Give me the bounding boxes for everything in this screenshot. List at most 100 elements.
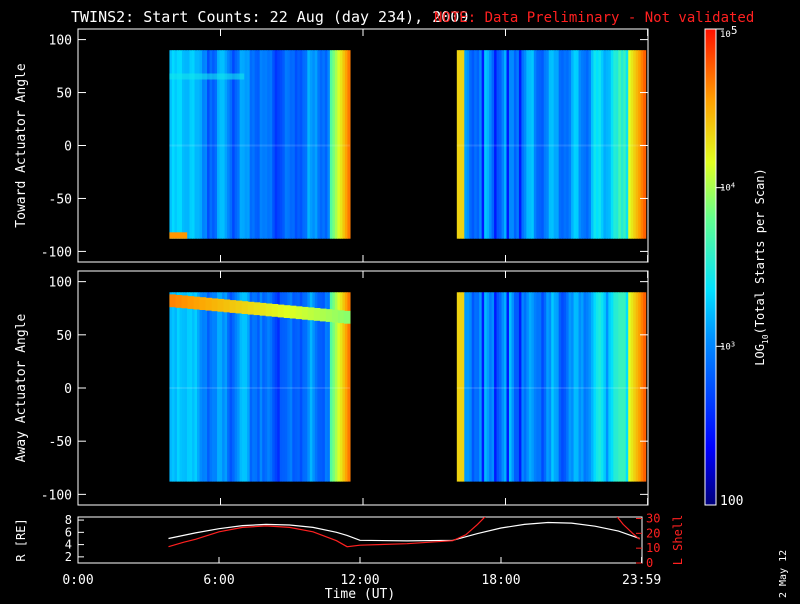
heatmap-cell <box>586 50 590 239</box>
l-shell-tick-label: 0 <box>646 556 653 570</box>
heatmap-cell <box>531 292 535 482</box>
r-tick-label: 6 <box>65 525 72 539</box>
heatmap-cell <box>259 50 263 239</box>
heatmap-zero-line <box>169 387 350 389</box>
heatmap-cell <box>464 50 468 239</box>
heatmap-band <box>313 308 321 321</box>
heatmap-band <box>307 307 315 321</box>
heatmap-cell <box>620 50 624 239</box>
heatmap-cell <box>516 50 520 239</box>
heatmap-cell <box>469 50 473 239</box>
heatmap-cell <box>347 50 351 239</box>
heatmap-band <box>247 301 255 315</box>
heatmap-cell <box>608 292 612 482</box>
heatmap-cell <box>513 292 518 482</box>
heatmap-cell <box>573 292 577 482</box>
heatmap-cell <box>471 292 475 482</box>
heatmap-cell <box>264 50 268 239</box>
heatmap-cell <box>342 50 346 239</box>
heatmap-band <box>325 309 333 322</box>
y-tick-label: 50 <box>56 329 72 344</box>
heatmap-cell <box>209 292 213 482</box>
heatmap-cell <box>234 292 238 482</box>
heatmap-cell <box>586 292 590 482</box>
heatmap-cell <box>561 292 565 482</box>
heatmap-cell <box>339 292 344 482</box>
heatmap-cell <box>489 292 493 482</box>
heatmap-cell <box>521 50 525 239</box>
heatmap-cell <box>563 50 567 239</box>
heatmap-cell <box>541 50 545 239</box>
heatmap-cell <box>217 292 221 482</box>
heatmap-cell <box>633 292 637 482</box>
r-tick-label: 8 <box>65 513 72 527</box>
y-tick-label: 0 <box>64 382 72 397</box>
colorbar-tick-label: 104 <box>720 182 735 194</box>
heatmap-cell <box>633 50 637 239</box>
heatmap-cell <box>252 50 256 239</box>
heatmap-cell <box>244 50 248 239</box>
heatmap-band <box>271 304 279 317</box>
l-shell-tick-label: 20 <box>646 526 660 540</box>
heatmap-cell <box>578 50 582 239</box>
heatmap-band <box>211 298 219 312</box>
heatmap-cell <box>179 292 183 482</box>
heatmap-cell <box>322 292 326 482</box>
heatmap-cell <box>541 292 545 482</box>
heatmap-cell <box>481 50 485 239</box>
heatmap-cell <box>608 50 612 239</box>
heatmap-cell <box>257 50 261 239</box>
heatmap-cell <box>491 50 495 239</box>
heatmap-cell <box>204 50 208 239</box>
heatmap-cell <box>332 50 336 239</box>
heatmap-band <box>277 304 285 318</box>
heatmap-cell <box>563 292 567 482</box>
heatmap-cell <box>307 292 311 482</box>
heatmap-cell <box>181 292 186 482</box>
heatmap-cell <box>479 292 483 482</box>
heatmap-band <box>295 306 303 320</box>
heatmap-cell <box>536 50 540 239</box>
heatmap-band <box>265 303 273 317</box>
heatmap-cell <box>513 50 518 239</box>
heatmap-cell <box>583 292 587 482</box>
heatmap-cell <box>232 50 236 239</box>
heatmap-cell <box>219 292 223 482</box>
heatmap-cell <box>184 292 188 482</box>
r-tick-label: 4 <box>65 538 72 552</box>
heatmap-cell <box>282 292 286 482</box>
heatmap-cell <box>516 292 520 482</box>
x-tick-label: 0:00 <box>62 573 93 588</box>
heatmap-cell <box>635 50 639 239</box>
heatmap-band <box>199 297 207 310</box>
heatmap-cell <box>486 50 490 239</box>
heatmap-cell <box>334 292 339 482</box>
heatmap-cell <box>499 292 503 482</box>
heatmap-cell <box>578 292 582 482</box>
heatmap-cell <box>289 50 293 239</box>
heatmap-cell <box>229 292 233 482</box>
heatmap-cell <box>474 292 478 482</box>
heatmap-cell <box>508 50 513 239</box>
heatmap-cell <box>297 50 301 239</box>
heatmap-cell <box>571 50 575 239</box>
heatmap-cell <box>274 50 278 239</box>
colorbar-min-label: 100 <box>720 494 743 509</box>
heatmap-band <box>253 302 261 316</box>
heatmap-band <box>337 310 345 324</box>
heatmap-cell <box>272 292 276 482</box>
heatmap-band <box>217 298 225 312</box>
heatmap-cell <box>506 292 510 482</box>
heatmap-cell <box>581 50 585 239</box>
heatmap-cell <box>207 292 211 482</box>
y-tick-label: 100 <box>49 34 72 49</box>
heatmap-cell <box>640 292 644 482</box>
y-tick-label: 50 <box>56 87 72 102</box>
heatmap-cell <box>194 292 198 482</box>
heatmap-cell <box>635 292 639 482</box>
heatmap-zero-line <box>456 387 646 389</box>
heatmap-cell <box>299 292 303 482</box>
colorbar-label: LOG10(Total Starts per Scan) <box>753 168 770 366</box>
heatmap-cell <box>239 292 243 482</box>
heatmap-cell <box>279 292 283 482</box>
